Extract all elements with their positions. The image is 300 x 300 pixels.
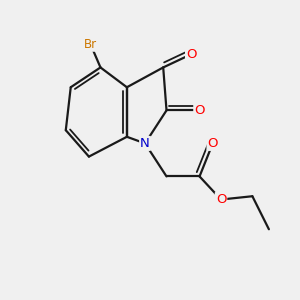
Text: O: O [216, 193, 226, 206]
Text: O: O [186, 48, 196, 61]
Text: O: O [208, 137, 218, 150]
Text: O: O [194, 104, 205, 117]
Text: N: N [140, 137, 150, 150]
Text: Br: Br [84, 38, 97, 51]
